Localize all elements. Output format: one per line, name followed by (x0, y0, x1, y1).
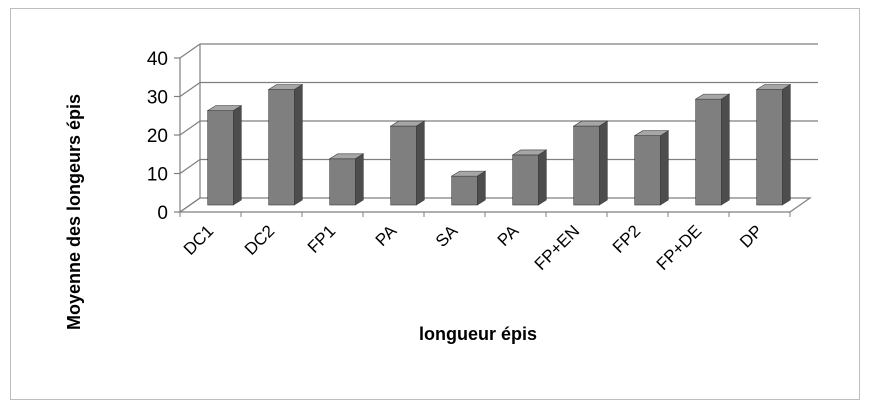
bar-layer (206, 83, 792, 206)
x-tick-label: FP2 (609, 221, 644, 256)
x-tick-label: FP+DE (653, 221, 706, 274)
bar (633, 130, 670, 206)
bar-side (782, 83, 791, 206)
y-tick-label: 0 (157, 203, 168, 224)
x-tick-label: PA (372, 221, 401, 250)
gridline-diagonal (179, 82, 201, 97)
gridline-diagonal (179, 120, 201, 136)
bar-top (450, 170, 487, 177)
bar (206, 105, 243, 206)
x-tick-label: FP1 (304, 221, 339, 256)
bar (389, 120, 426, 206)
bar (755, 83, 792, 206)
y-tick-label: 40 (147, 49, 168, 70)
x-axis-label: longueur épis (419, 324, 537, 344)
bar-top (572, 120, 609, 127)
y-tick-label: 10 (147, 165, 168, 186)
x-tick-labels: DC1 DC2 FP1 PA SA PA FP+EN FP2 FP+DE DP (180, 221, 766, 274)
bar-side (477, 170, 486, 206)
x-tick-label: SA (432, 221, 462, 251)
y-axis-label: Moyenne des longeurs épis (64, 94, 84, 330)
bar-front (573, 125, 600, 206)
x-tick-label: DP (736, 221, 766, 251)
x-tick-label: DC2 (241, 221, 278, 258)
y-tick-label: 20 (147, 126, 168, 147)
bar-side (721, 93, 730, 206)
y-tick-label: 30 (147, 88, 168, 109)
bar-front (390, 125, 417, 206)
bar-front (268, 89, 295, 206)
bar-front (695, 98, 722, 206)
bar-top (511, 149, 548, 156)
bar-top (694, 93, 731, 100)
bar (572, 120, 609, 206)
bar (511, 149, 548, 206)
bar (267, 83, 304, 206)
gridline-diagonal (179, 197, 201, 213)
bar-side (294, 83, 303, 206)
x-tick-label: DC1 (180, 221, 217, 258)
bar-top (206, 105, 243, 111)
bar-top (755, 84, 792, 90)
bar-side (538, 149, 547, 206)
bar-side (660, 130, 669, 206)
x-tick-label: FP+EN (531, 221, 584, 274)
bar-front (634, 135, 661, 206)
bar-front (756, 89, 783, 206)
x-tick-label: PA (494, 221, 523, 250)
bar-side (233, 105, 242, 206)
bar-top (633, 130, 670, 136)
bar-top (389, 120, 426, 127)
bar-front (512, 154, 539, 206)
bar-front (207, 110, 234, 206)
gridline-diagonal (179, 43, 201, 59)
bar (694, 93, 731, 206)
bar-side (416, 120, 425, 206)
bar-front (451, 175, 478, 206)
bar (450, 170, 487, 206)
gridline-diagonal (179, 159, 201, 174)
bar (328, 153, 365, 206)
bar-top (328, 153, 365, 160)
bar-side (599, 120, 608, 206)
y-tick-labels: 0 10 20 30 40 (147, 49, 168, 224)
bar-top (267, 84, 304, 90)
bar-side (355, 153, 364, 206)
bar-front (329, 158, 356, 206)
